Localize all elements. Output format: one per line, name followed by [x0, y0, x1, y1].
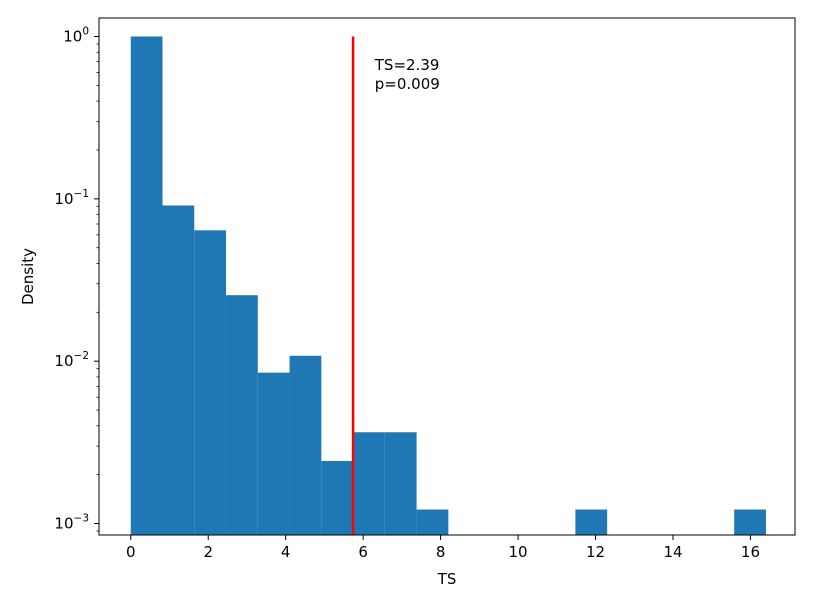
y-axis-ticks: 100 10−1 10−2 10−3	[54, 25, 99, 533]
histogram-bar	[226, 295, 258, 535]
x-tick-label: 4	[281, 543, 291, 561]
x-tick-label: 16	[741, 543, 760, 561]
histogram-bar	[162, 205, 195, 535]
y-tick-label: 10−2	[54, 350, 89, 370]
x-tick-label: 0	[126, 543, 136, 561]
histogram-bar	[416, 509, 449, 535]
histogram-bar	[384, 432, 417, 535]
histogram-bar	[257, 372, 290, 535]
x-tick-label: 2	[203, 543, 213, 561]
annotation-ts: TS=2.39	[374, 56, 440, 74]
x-axis-ticks: 0 2 4 6 8 10 12 14 16	[126, 535, 760, 561]
histogram-bar	[321, 460, 354, 535]
y-tick-label: 10−1	[54, 188, 89, 208]
histogram-bar	[194, 230, 227, 535]
y-tick-label: 10−3	[54, 513, 89, 533]
x-tick-label: 14	[663, 543, 682, 561]
histogram-bar	[575, 509, 608, 535]
annotation-p: p=0.009	[375, 75, 440, 93]
histogram-bar	[130, 36, 163, 535]
x-tick-label: 8	[436, 543, 446, 561]
x-tick-label: 12	[586, 543, 605, 561]
x-tick-label: 10	[509, 543, 528, 561]
axes-frame	[98, 17, 796, 536]
plot-frame	[98, 17, 796, 536]
histogram-bar	[734, 509, 766, 535]
x-axis-label: TS	[437, 570, 457, 588]
histogram-bar	[289, 355, 322, 535]
y-tick-label: 100	[63, 25, 89, 45]
bars-group	[130, 36, 766, 535]
y-axis-label: Density	[19, 248, 37, 305]
x-tick-label: 6	[358, 543, 368, 561]
histogram-bar	[353, 432, 385, 535]
